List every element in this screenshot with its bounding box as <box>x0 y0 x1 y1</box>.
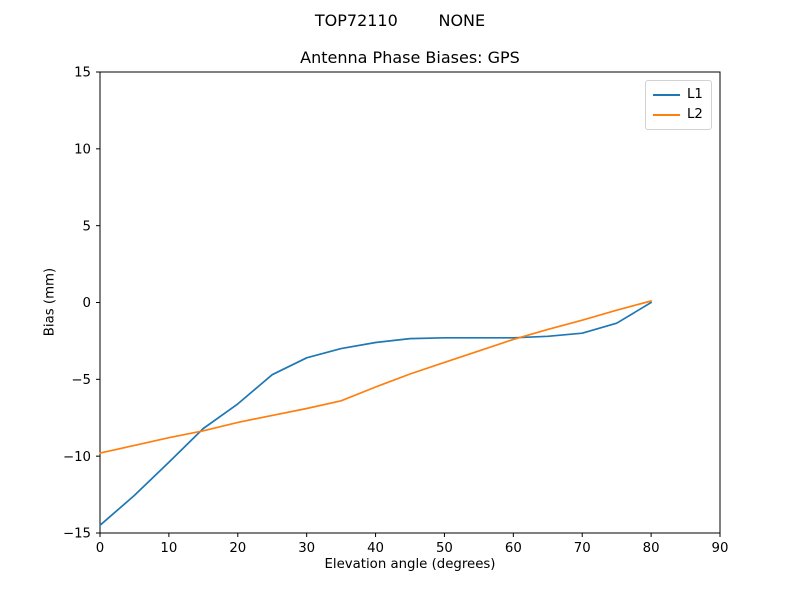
x-tick-label: 80 <box>643 541 660 556</box>
x-tick-label: 0 <box>96 541 104 556</box>
x-tick-label: 60 <box>505 541 522 556</box>
y-tick-label: −5 <box>71 373 91 388</box>
legend-line-sample-l2 <box>653 114 680 116</box>
x-tick-label: 10 <box>160 541 177 556</box>
y-tick-label: −15 <box>63 527 91 542</box>
x-tick-label: 40 <box>367 541 384 556</box>
legend-line-sample-l1 <box>653 94 680 96</box>
series-line-l2 <box>99 300 652 454</box>
y-tick-label: 5 <box>83 219 91 234</box>
y-tick-label: 0 <box>83 296 91 311</box>
legend-label-l2: L2 <box>687 107 703 122</box>
series-line-l1 <box>99 301 652 527</box>
x-tick-label: 50 <box>436 541 453 556</box>
legend-entry-l2: L2 <box>653 105 703 125</box>
y-tick-label: 15 <box>74 66 91 81</box>
x-tick-label: 30 <box>298 541 315 556</box>
chart-title: Antenna Phase Biases: GPS <box>300 48 520 67</box>
legend-entry-l1: L1 <box>653 85 703 105</box>
y-tick-label: −10 <box>63 450 91 465</box>
x-tick-label: 20 <box>229 541 246 556</box>
legend-label-l1: L1 <box>687 87 703 102</box>
legend: L1 L2 <box>645 80 712 130</box>
y-axis-label: Bias (mm) <box>42 267 58 337</box>
axes-frame <box>99 71 721 534</box>
x-tick-label: 90 <box>712 541 729 556</box>
y-tick-label: 10 <box>74 142 91 157</box>
x-tick-label: 70 <box>574 541 591 556</box>
x-axis-label: Elevation angle (degrees) <box>324 557 496 572</box>
figure-suptitle: TOP72110 NONE <box>314 11 486 30</box>
